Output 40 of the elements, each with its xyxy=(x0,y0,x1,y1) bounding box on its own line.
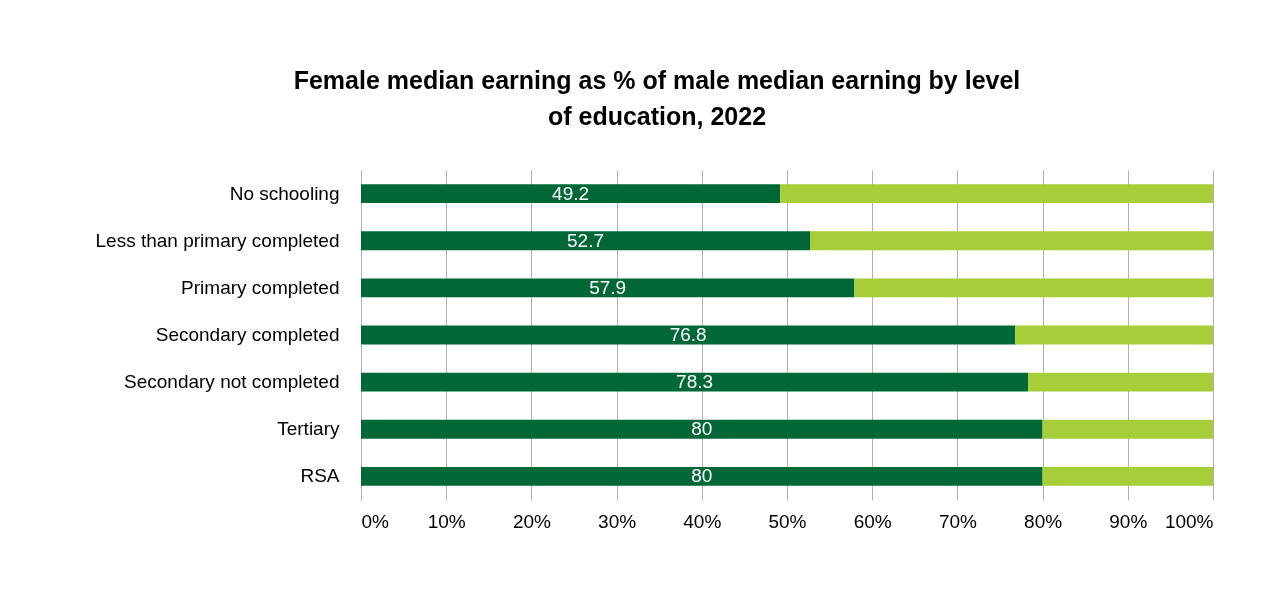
bar xyxy=(361,231,810,251)
y-tick-label: Tertiary xyxy=(277,418,340,440)
data-label: 80 xyxy=(691,418,713,440)
bar xyxy=(1015,325,1213,345)
bar xyxy=(361,184,781,203)
bar xyxy=(361,419,1043,439)
bar xyxy=(1042,419,1213,439)
y-tick-label: Less than primary completed xyxy=(95,229,340,251)
x-tick-label: 100% xyxy=(1164,510,1214,532)
x-tick-label: 10% xyxy=(427,510,466,532)
y-tick-label: Secondary completed xyxy=(155,324,340,345)
y-tick-label: Primary completed xyxy=(181,276,340,298)
y-tick-label: No schooling xyxy=(229,182,340,204)
chart-title: Female median earning as % of male median earning by level of education, 2022 xyxy=(293,66,1021,130)
bar xyxy=(854,278,1213,298)
bar xyxy=(1042,467,1213,486)
bar xyxy=(1028,372,1213,392)
bar xyxy=(810,231,1213,251)
y-tick-label: RSA xyxy=(300,465,340,487)
bar xyxy=(361,467,1043,486)
data-label: 49.2 xyxy=(552,182,590,204)
y-tick-label: Secondary not completed xyxy=(124,371,340,393)
bar xyxy=(361,278,855,298)
data-label: 57.9 xyxy=(589,276,627,298)
bar xyxy=(361,325,1016,345)
bar xyxy=(361,372,1029,392)
x-tick-label: 60% xyxy=(853,510,892,532)
x-tick-label: 20% xyxy=(512,510,552,532)
x-tick-label: 0% xyxy=(361,510,390,532)
data-label: 78.3 xyxy=(676,371,714,393)
data-label: 80 xyxy=(691,465,713,487)
x-tick-label: 50% xyxy=(768,510,807,532)
x-tick-label: 70% xyxy=(938,510,978,532)
x-tick-label: 40% xyxy=(683,510,722,532)
x-tick-label: 90% xyxy=(1109,510,1148,532)
bar xyxy=(780,184,1213,203)
x-tick-label: 80% xyxy=(1024,510,1063,532)
data-label: 76.8 xyxy=(669,324,707,345)
data-label: 52.7 xyxy=(567,229,604,251)
x-tick-label: 30% xyxy=(598,510,637,532)
